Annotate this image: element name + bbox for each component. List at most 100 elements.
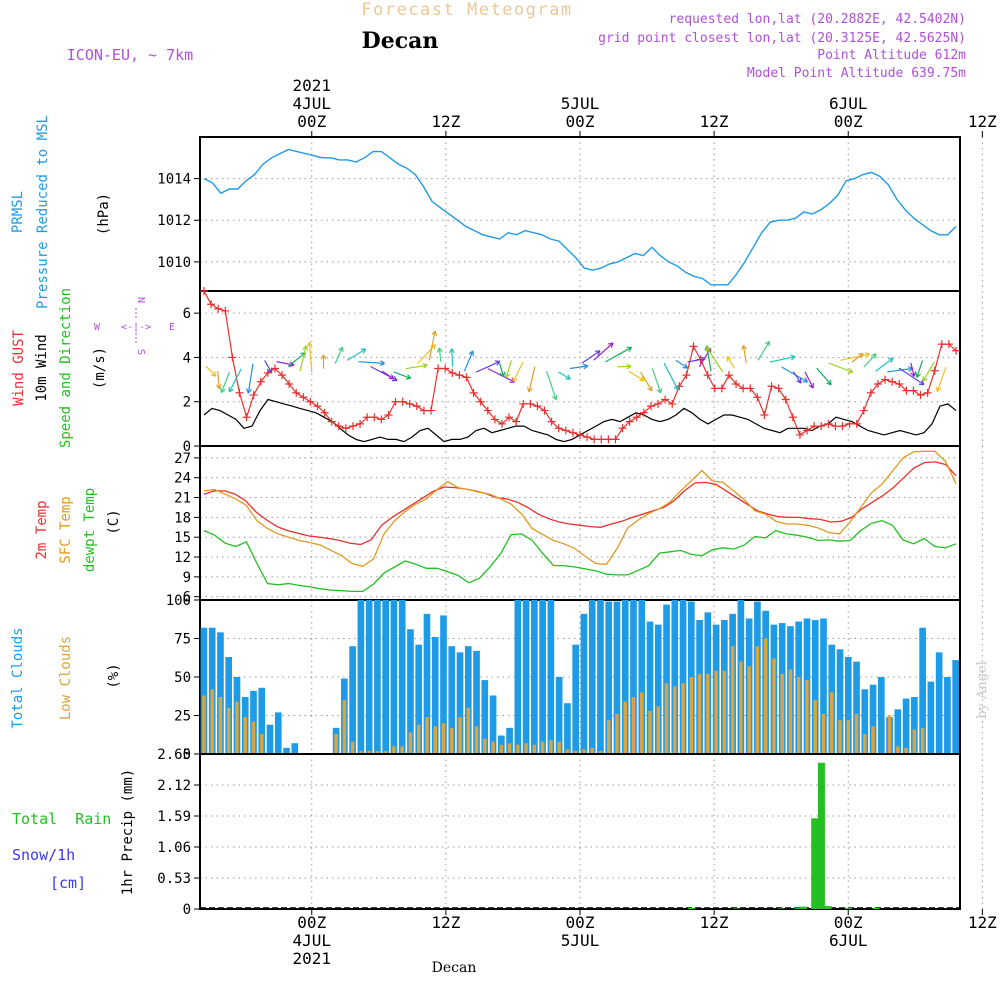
low-cloud-bar <box>507 743 512 754</box>
total-cloud-bar <box>564 703 571 754</box>
wind-arrow <box>640 371 653 392</box>
low-cloud-bar <box>540 741 545 754</box>
low-cloud-bar <box>590 747 594 754</box>
gust-marker <box>646 402 655 411</box>
temp-ytick-label-0: 6 <box>183 590 191 606</box>
gust-marker <box>512 417 521 426</box>
gust-marker <box>228 353 237 362</box>
low-cloud-bar <box>557 741 561 754</box>
low-cloud-bar <box>681 683 685 754</box>
total-cloud-bar <box>539 600 546 754</box>
total-cloud-bar <box>464 646 472 754</box>
wind-arrow <box>246 363 254 394</box>
rain-bar <box>872 907 880 909</box>
gust-marker <box>767 382 776 391</box>
low-cloud-bar <box>722 670 727 754</box>
gust-marker <box>753 393 762 402</box>
total-cloud-bar <box>531 600 538 754</box>
wind-arrow <box>228 368 242 393</box>
low-cloud-bar <box>226 707 231 754</box>
wind-ytick-label-2: 4 <box>183 350 191 366</box>
gust-marker <box>639 408 648 417</box>
gust-marker <box>285 380 294 388</box>
gust-marker <box>334 422 343 431</box>
clouds-unit: (%) <box>106 663 122 688</box>
precip-labels: Total Rain Snow/1h [cm] 1hr Precip (mm) <box>12 769 136 895</box>
total-cloud-bar <box>415 644 423 754</box>
wind-arrow <box>898 367 925 386</box>
rain-bar <box>688 907 696 909</box>
compass-rose: N S W E <-|-> <box>94 297 175 355</box>
low-cloud-bar <box>854 713 859 754</box>
total-cloud-bar <box>258 687 266 754</box>
total-cloud-bar <box>514 600 522 754</box>
wind-arrow <box>915 360 924 378</box>
gust-marker <box>476 397 485 406</box>
pressure-ytick-label-0: 1010 <box>157 255 191 271</box>
total-cloud-bar <box>431 636 439 754</box>
low-cloud-bar <box>491 741 495 754</box>
low-cloud-bar <box>383 750 388 754</box>
rain-bar <box>817 762 825 909</box>
precip-ytick-label-1: 0.53 <box>157 871 191 887</box>
low-cloud-bar <box>788 669 793 754</box>
time-label: 12Z <box>431 112 460 131</box>
clouds-ytick-label-3: 75 <box>174 632 191 648</box>
low-cloud-bar <box>499 744 504 754</box>
gust-marker <box>781 395 790 404</box>
temp-ytick-label-3: 15 <box>174 530 191 546</box>
gust-marker <box>561 426 570 435</box>
compass-cross: <-|-> <box>121 322 151 333</box>
time-label: 00Z <box>297 913 326 932</box>
low-cloud-bar <box>350 741 355 754</box>
time-label: 2021 <box>292 949 331 968</box>
pressure-ytick-label-1: 1012 <box>157 213 191 229</box>
wind-labels: Wind GUST 10m Wind Speed and Direction (… <box>11 288 175 448</box>
total-cloud-bar <box>820 618 827 754</box>
gust-marker <box>632 413 641 422</box>
total-cloud-bar <box>440 615 447 754</box>
gust-marker <box>483 406 492 415</box>
temp-ytick-label-7: 27 <box>174 451 191 467</box>
wind-arrow <box>792 371 802 384</box>
gust-marker <box>845 419 854 428</box>
gust-marker <box>717 384 726 393</box>
wind-arrow <box>448 348 455 367</box>
total-cloud-bar <box>638 600 646 754</box>
low-cloud-bar <box>458 717 462 754</box>
gust-marker <box>902 386 911 395</box>
total-cloud-bar <box>630 600 637 754</box>
pressure-panel: 1010 1012 1014 <box>157 136 983 292</box>
gust-marker <box>824 419 833 428</box>
gust-marker <box>930 366 939 375</box>
gust-marker <box>533 402 542 411</box>
low-cloud-bar <box>664 683 669 754</box>
low-cloud-bar <box>648 710 652 754</box>
total-cloud-bar <box>861 689 869 754</box>
low-cloud-bar <box>243 717 247 754</box>
total-cloud-bar <box>555 677 563 754</box>
gust-marker <box>604 435 613 444</box>
wind-arrow <box>320 354 327 369</box>
snow-unit: [cm] <box>50 874 86 892</box>
wind-ytick-label-3: 6 <box>183 306 191 322</box>
gust-marker <box>710 384 719 393</box>
product-title: Forecast Meteogram <box>361 0 572 20</box>
gust-marker <box>597 435 606 444</box>
gust-marker <box>469 388 478 397</box>
gust-marker <box>249 391 258 400</box>
low-cloud-bar <box>656 706 661 754</box>
precip-ytick-label-3: 1.59 <box>157 809 191 825</box>
wind-arrow <box>475 360 501 373</box>
total-cloud-bar <box>597 600 604 754</box>
low-cloud-bar <box>210 689 214 754</box>
time-label: 00Z <box>297 112 326 131</box>
low-cloud-bar <box>334 733 338 754</box>
total-cloud-bar <box>853 661 860 754</box>
gust-marker <box>866 388 875 397</box>
rain-bar <box>794 907 802 909</box>
clouds-ytick-label-0: 0 <box>183 747 191 763</box>
gust-marker <box>519 399 528 408</box>
gust-marker <box>859 406 868 415</box>
